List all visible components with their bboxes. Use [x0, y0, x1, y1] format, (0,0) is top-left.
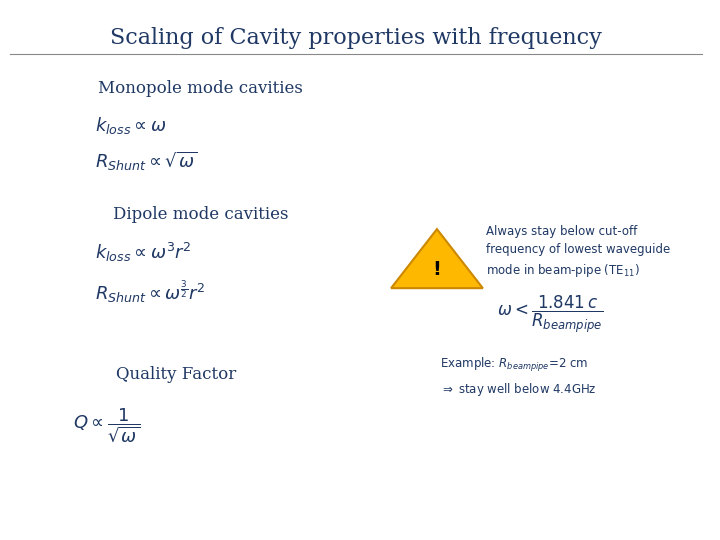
Text: !: ! — [433, 260, 441, 280]
Text: $k_{loss} \propto \omega^3 r^2$: $k_{loss} \propto \omega^3 r^2$ — [94, 241, 192, 264]
Text: Quality Factor: Quality Factor — [116, 366, 236, 383]
Text: $R_{Shunt} \propto \sqrt{\omega}$: $R_{Shunt} \propto \sqrt{\omega}$ — [94, 150, 197, 173]
Text: $Q \propto \dfrac{1}{\sqrt{\omega}}$: $Q \propto \dfrac{1}{\sqrt{\omega}}$ — [73, 406, 140, 444]
Text: Monopole mode cavities: Monopole mode cavities — [98, 80, 303, 97]
Text: Example: $R_{beampipe}$=2 cm
$\Rightarrow$ stay well below 4.4GHz: Example: $R_{beampipe}$=2 cm $\Rightarro… — [441, 355, 597, 398]
Text: Dipole mode cavities: Dipole mode cavities — [113, 206, 288, 223]
Text: $R_{Shunt} \propto \omega^{\frac{3}{2}} r^2$: $R_{Shunt} \propto \omega^{\frac{3}{2}} … — [94, 278, 205, 305]
Polygon shape — [391, 229, 483, 288]
Text: Always stay below cut-off
frequency of lowest waveguide
mode in beam-pipe (TE$_{: Always stay below cut-off frequency of l… — [487, 225, 670, 279]
Text: $k_{loss} \propto \omega$: $k_{loss} \propto \omega$ — [94, 115, 166, 136]
Text: Scaling of Cavity properties with frequency: Scaling of Cavity properties with freque… — [110, 27, 602, 49]
Text: $\omega < \dfrac{1.841\, c}{R_{beampipe}}$: $\omega < \dfrac{1.841\, c}{R_{beampipe}… — [497, 294, 603, 335]
